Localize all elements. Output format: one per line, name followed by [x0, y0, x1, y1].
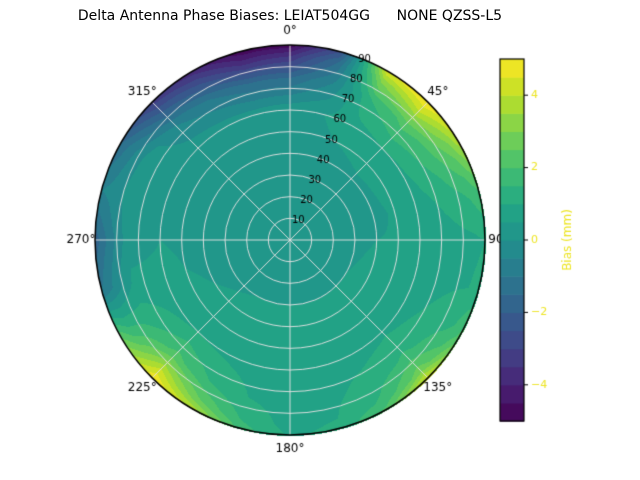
polar-bias-plot-canvas [0, 0, 640, 480]
figure: Delta Antenna Phase Biases: LEIAT504GG N… [0, 0, 640, 480]
